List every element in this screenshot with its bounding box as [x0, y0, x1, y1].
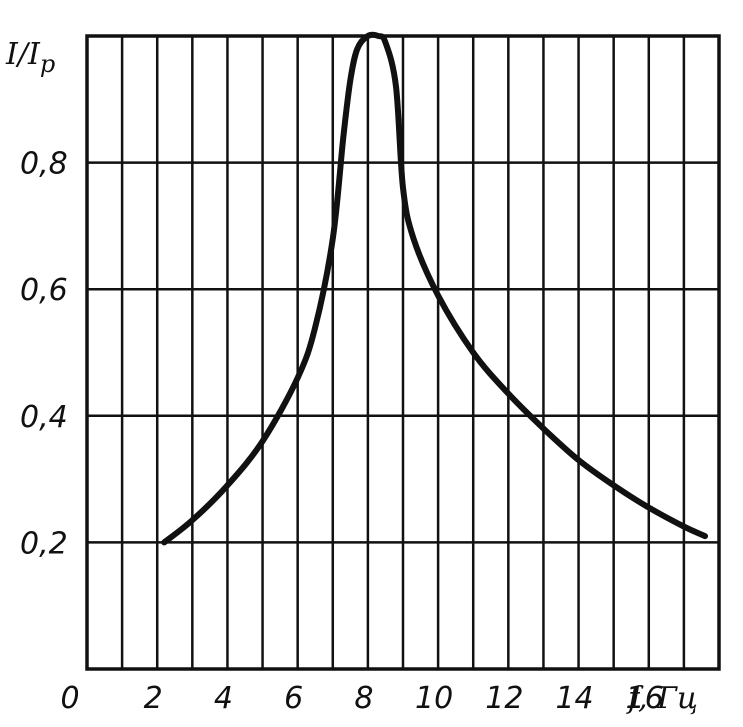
- x-tick-label: 8: [354, 681, 373, 716]
- x-tick-labels: 0 2 4 6 8 10 12 14 16: [60, 681, 663, 716]
- y-tick-label: 0,6: [20, 273, 68, 308]
- x-axis-label: f, Гц: [626, 681, 698, 716]
- x-tick-label: 14: [555, 681, 593, 716]
- y-tick-label: 0,4: [20, 400, 68, 435]
- y-axis-label-sub: р: [40, 50, 55, 78]
- y-axis-label-main: I/I: [5, 37, 41, 72]
- y-tick-label: 0,2: [20, 526, 68, 561]
- resonance-curve: [161, 31, 708, 546]
- x-tick-label: 12: [485, 681, 523, 716]
- x-tick-label: 6: [284, 681, 303, 716]
- y-axis-label: I/Iр: [5, 37, 55, 78]
- x-tick-label: 16: [626, 681, 664, 716]
- x-tick-label: 2: [144, 681, 163, 716]
- x-tick-label: 0: [60, 681, 79, 716]
- plot-frame: [85, 34, 721, 671]
- x-tick-label: 10: [415, 681, 453, 716]
- y-tick-labels: 0,2 0,4 0,6 0,8: [20, 147, 68, 562]
- grid: [87, 36, 719, 669]
- x-tick-label: 4: [214, 681, 233, 716]
- y-tick-label: 0,8: [20, 147, 68, 182]
